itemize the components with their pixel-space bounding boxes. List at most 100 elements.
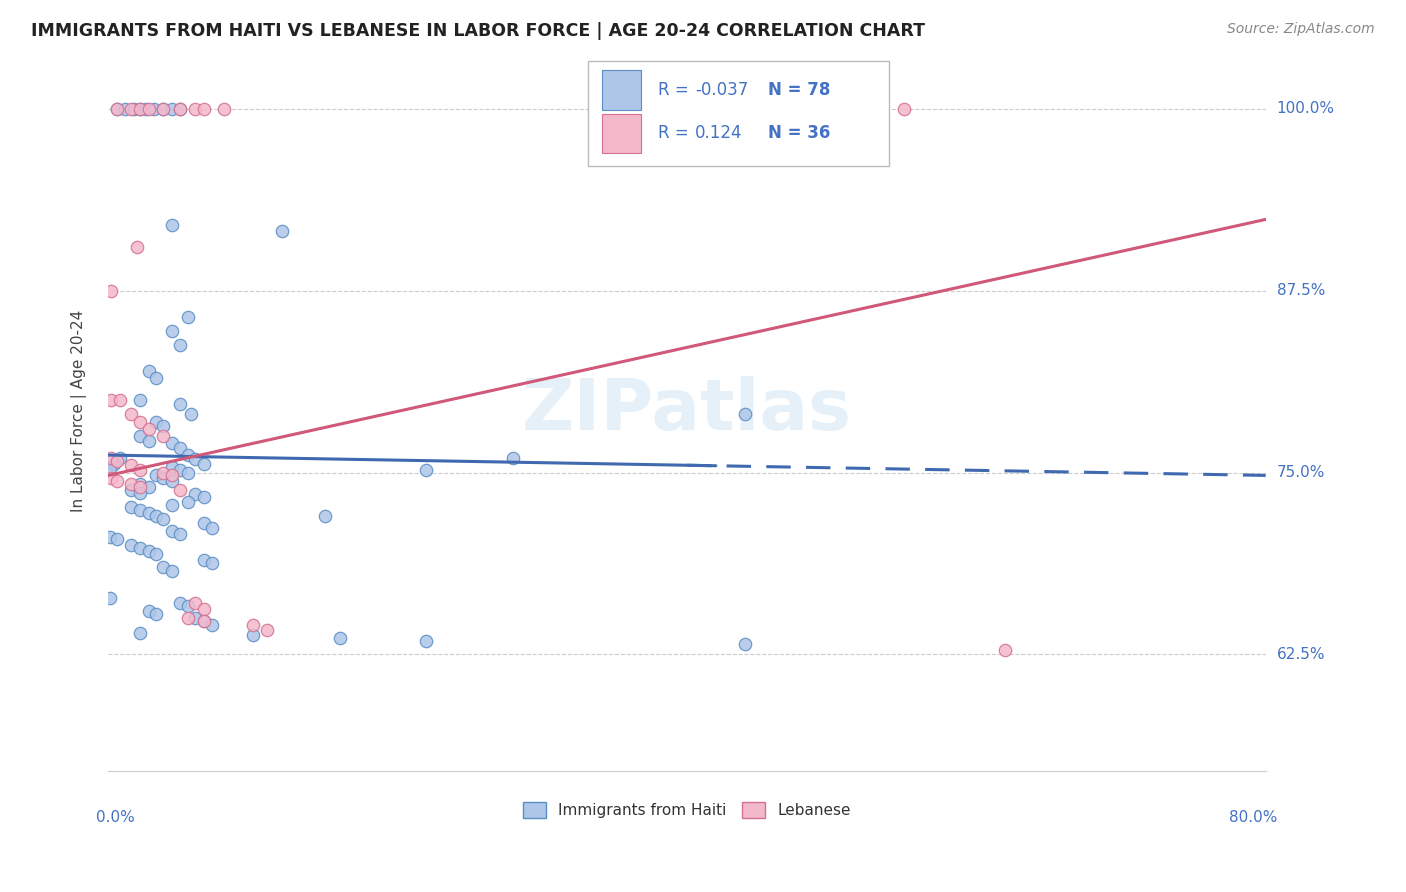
Point <box>129 503 152 517</box>
Point <box>100 392 122 407</box>
Point <box>176 611 198 625</box>
Point <box>152 471 174 485</box>
Point <box>184 596 207 610</box>
Point <box>193 516 215 531</box>
Point <box>193 614 215 628</box>
Point <box>145 371 167 385</box>
Point <box>201 618 224 632</box>
Point <box>152 102 174 116</box>
Point <box>734 637 756 651</box>
Point <box>129 477 152 491</box>
Point <box>160 524 183 538</box>
Point <box>193 102 215 116</box>
Point <box>152 102 174 116</box>
Point <box>193 602 215 616</box>
Point <box>160 565 183 579</box>
Point <box>129 462 152 476</box>
Point <box>152 512 174 526</box>
Point <box>201 556 224 570</box>
Point <box>129 625 152 640</box>
Point <box>152 560 174 574</box>
Text: Source: ZipAtlas.com: Source: ZipAtlas.com <box>1227 22 1375 37</box>
Point <box>138 434 160 448</box>
Point <box>98 529 121 543</box>
Point <box>129 102 152 116</box>
Point <box>129 541 152 556</box>
Point <box>108 450 131 465</box>
Point <box>502 450 524 465</box>
Text: ZIPatlas: ZIPatlas <box>522 376 852 445</box>
Point <box>169 397 191 411</box>
Point <box>242 618 264 632</box>
Point <box>160 475 183 489</box>
Point <box>734 407 756 421</box>
Point <box>120 458 142 473</box>
Point <box>145 415 167 429</box>
Text: 62.5%: 62.5% <box>1277 647 1326 662</box>
Point <box>125 240 148 254</box>
Text: N = 36: N = 36 <box>768 125 831 143</box>
Point <box>160 102 183 116</box>
Point <box>152 429 174 443</box>
Text: -0.037: -0.037 <box>695 81 748 99</box>
Point <box>270 224 292 238</box>
Point <box>201 521 224 535</box>
Legend: Immigrants from Haiti, Lebanese: Immigrants from Haiti, Lebanese <box>517 796 856 824</box>
Point <box>169 441 191 455</box>
Point <box>893 102 915 116</box>
Point <box>105 454 128 468</box>
Point <box>193 614 215 628</box>
Point <box>180 407 202 421</box>
Point <box>152 419 174 434</box>
Point <box>105 102 128 116</box>
Point <box>169 462 191 476</box>
Point <box>138 506 160 520</box>
Point <box>138 422 160 436</box>
Point <box>176 494 198 508</box>
Point <box>138 102 160 116</box>
FancyBboxPatch shape <box>589 62 890 166</box>
Point <box>100 471 122 485</box>
Point <box>120 500 142 515</box>
Bar <box>602 113 641 153</box>
Point <box>138 604 160 618</box>
Point <box>169 337 191 351</box>
Point <box>100 450 122 465</box>
Point <box>184 452 207 467</box>
Point <box>994 643 1017 657</box>
Point <box>143 102 166 116</box>
Text: IMMIGRANTS FROM HAITI VS LEBANESE IN LABOR FORCE | AGE 20-24 CORRELATION CHART: IMMIGRANTS FROM HAITI VS LEBANESE IN LAB… <box>31 22 925 40</box>
Point <box>105 533 128 547</box>
Point <box>100 284 122 298</box>
Point <box>120 102 142 116</box>
Point <box>152 466 174 480</box>
Bar <box>602 70 641 110</box>
Point <box>120 483 142 497</box>
Point <box>184 611 207 625</box>
Point <box>169 102 191 116</box>
Point <box>169 483 191 497</box>
Point <box>120 477 142 491</box>
Point <box>160 219 183 233</box>
Point <box>160 325 183 339</box>
Text: 100.0%: 100.0% <box>1277 102 1334 116</box>
Text: 0.124: 0.124 <box>695 125 742 143</box>
Point <box>415 634 437 648</box>
Point <box>129 392 152 407</box>
Point <box>98 591 121 605</box>
Point <box>193 457 215 471</box>
Point <box>160 498 183 512</box>
Point <box>145 607 167 621</box>
Point <box>256 623 278 637</box>
Text: 0.0%: 0.0% <box>97 810 135 825</box>
Text: R =: R = <box>658 125 695 143</box>
Point <box>145 509 167 524</box>
Point <box>314 509 336 524</box>
Point <box>193 553 215 567</box>
Point <box>129 486 152 500</box>
Point <box>184 487 207 501</box>
Text: 80.0%: 80.0% <box>1229 810 1277 825</box>
Point <box>135 102 157 116</box>
Point <box>169 102 191 116</box>
Point <box>242 628 264 642</box>
